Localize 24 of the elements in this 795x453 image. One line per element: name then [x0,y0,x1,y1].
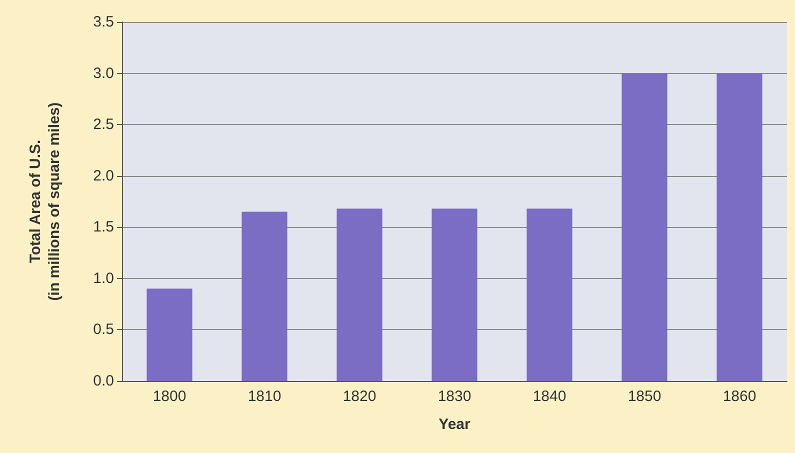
y-axis-title: Total Area of U.S. (in millions of square miles) [27,102,63,301]
x-tick-label: 1840 [532,388,566,405]
bar [242,212,288,381]
y-tick-label: 2.5 [93,116,114,134]
text: 3.0 [93,64,114,82]
x-axis-title: Year [438,416,471,433]
y-tick-label: 0.5 [93,321,114,338]
y-tick-label: 1.5 [93,218,114,236]
text: 0.0 [93,372,114,390]
x-tick-label: 1860 [722,388,756,405]
x-tick-label: 1850 [628,388,662,405]
bar [146,288,192,381]
bar [716,73,762,381]
bar [336,208,382,381]
x-tick-label: 1800 [152,388,186,405]
x-tick-label: 1820 [342,388,376,405]
bar [432,208,478,381]
x-tick-label: 1810 [248,388,282,405]
y-tick-label: 3.5 [93,14,114,30]
x-tick-label: 1830 [438,388,472,405]
text: 1.0 [93,270,114,287]
text: 2.0 [93,167,114,184]
bar [622,73,668,381]
bar [526,208,572,381]
